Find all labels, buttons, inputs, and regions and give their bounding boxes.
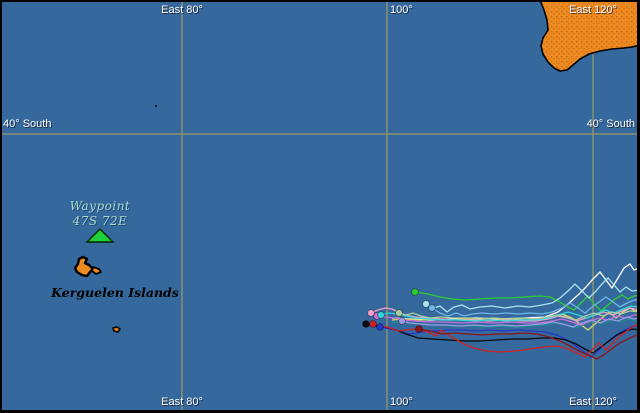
land-islet [112,326,121,333]
track-red-position-dot[interactable] [369,320,377,328]
kerguelen-islands-label: Kerguelen Islands [51,285,179,300]
track-palegreen [398,310,640,321]
track-pink-position-dot[interactable] [367,309,375,317]
track-darkred-position-dot[interactable] [415,325,423,333]
track-black [365,323,640,354]
track-lightcyan [425,277,640,313]
land-speck [155,105,157,107]
track-darkred [418,328,640,360]
track-white [391,263,640,321]
track-periwinkle-position-dot[interactable] [398,317,406,325]
track-skyblue-position-dot[interactable] [428,304,436,312]
land-kerguelen-main [73,255,95,278]
track-lightcyan-position-dot[interactable] [422,300,430,308]
track-black-position-dot[interactable] [362,320,370,328]
track-palegreen-position-dot[interactable] [395,309,403,317]
track-periwinkle [401,316,640,328]
waypoint-label-coords: 47S 72E [72,214,128,228]
track-cyan [380,305,640,322]
waypoint-label-name: Waypoint [69,199,131,213]
track-red [372,323,640,358]
land-kerguelen-east [91,266,102,275]
track-cyan-position-dot[interactable] [377,311,385,319]
map-border [0,410,640,413]
track-green [414,291,640,312]
track-blue-position-dot[interactable] [376,323,384,331]
track-green-position-dot[interactable] [411,288,419,296]
land-australia-southwest [539,0,640,72]
waypoint-marker[interactable] [85,228,115,243]
map-border [0,0,2,413]
map-border [637,0,640,413]
map-border [0,0,640,2]
track-skyblue [431,296,640,317]
